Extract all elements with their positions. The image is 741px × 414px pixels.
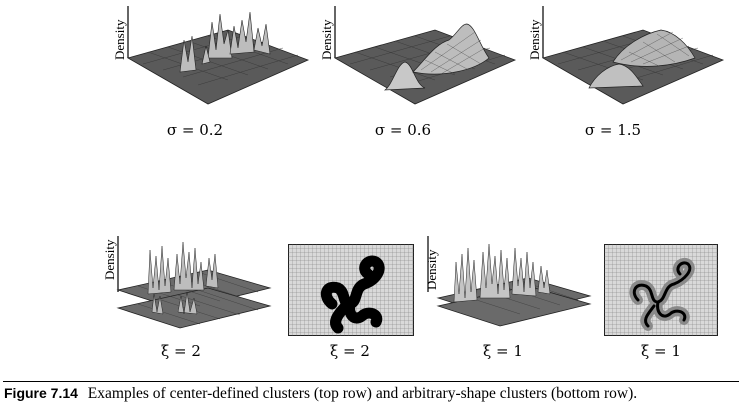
- cluster-map-xi-2: [288, 244, 414, 336]
- density-axis-label: Density: [319, 19, 334, 60]
- cluster-map-xi-1: [604, 244, 718, 336]
- sigma-label: σ = 0.6: [374, 121, 432, 139]
- density-plot-sigma-0.2: [118, 0, 318, 118]
- xi-label: ξ = 2: [161, 342, 201, 360]
- density-plot-xi-1: [418, 228, 598, 338]
- sigma-label: σ = 0.2: [166, 121, 224, 139]
- density-plot-xi-2: [108, 228, 278, 338]
- caption-text: Examples of center-defined clusters (top…: [87, 385, 638, 402]
- density-plot-sigma-1.5: [533, 0, 733, 118]
- density-axis-label: Density: [102, 239, 117, 280]
- sigma-label: σ = 1.5: [584, 121, 642, 139]
- xi-label: ξ = 2: [330, 342, 370, 360]
- density-axis-label: Density: [112, 19, 127, 60]
- figure-number: Figure 7.14: [4, 385, 78, 401]
- caption-rule: [3, 381, 739, 382]
- density-axis-label: Density: [424, 249, 439, 290]
- xi-label: ξ = 1: [483, 342, 523, 360]
- xi-label: ξ = 1: [641, 342, 681, 360]
- figure-caption: Figure 7.14 Examples of center-defined c…: [4, 385, 738, 403]
- density-plot-sigma-0.6: [325, 0, 525, 118]
- density-axis-label: Density: [527, 19, 542, 60]
